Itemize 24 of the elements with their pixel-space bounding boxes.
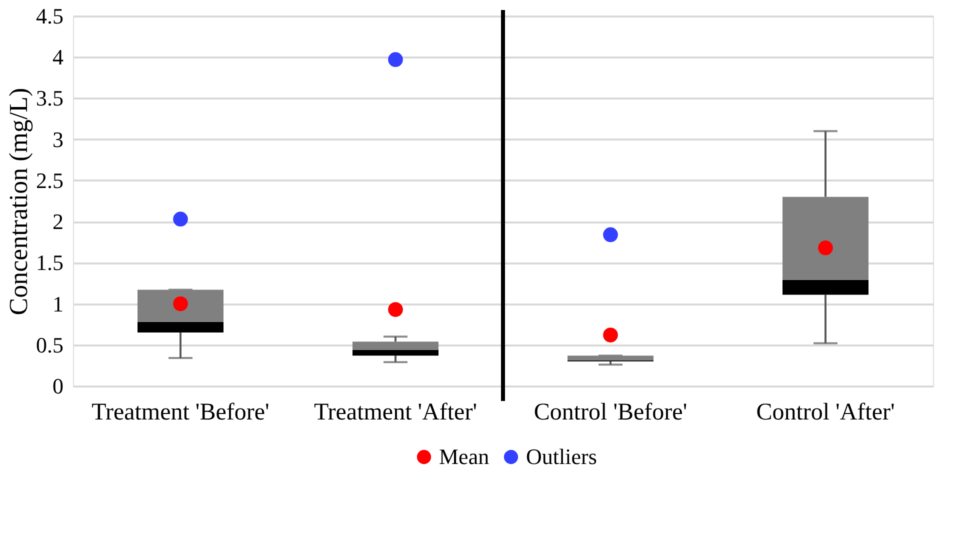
point	[173, 296, 188, 312]
y-tick-label: 0.5	[36, 332, 64, 358]
legend-label: Outliers	[526, 444, 597, 469]
y-tick-label: 1.5	[36, 250, 64, 276]
point	[173, 212, 188, 226]
y-tick-label: 3.5	[36, 86, 64, 111]
point	[388, 302, 403, 317]
point	[388, 52, 403, 67]
y-tick-label: 2	[52, 209, 64, 234]
legend-label: Mean	[439, 444, 490, 469]
y-axis-title: Concentration (mg/L)	[4, 88, 33, 316]
y-tick-label: 4.5	[36, 4, 64, 28]
point	[603, 328, 618, 342]
x-tick-label: Control 'After'	[756, 400, 895, 426]
y-tick-label: 4	[52, 44, 64, 70]
x-tick-label: Control 'Before'	[534, 400, 688, 426]
y-tick-label: 0	[52, 374, 64, 398]
x-tick-label: Treatment 'After'	[314, 400, 478, 426]
point	[603, 227, 618, 242]
y-tick-label: 3	[52, 126, 64, 152]
x-tick-label: Treatment 'Before'	[92, 400, 270, 426]
y-tick-label: 2.5	[36, 168, 64, 193]
y-tick-label: 1	[52, 291, 64, 316]
point	[818, 240, 833, 256]
